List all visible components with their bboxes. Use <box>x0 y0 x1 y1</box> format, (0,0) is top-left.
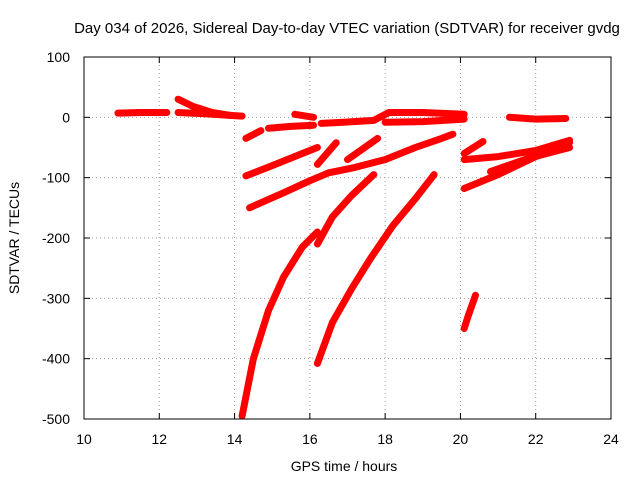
series-track-13 <box>238 228 321 420</box>
series-track-18 <box>460 136 574 164</box>
series-track-11 <box>317 109 468 127</box>
x-tick-label: 22 <box>528 431 544 447</box>
axis-ticks <box>83 56 612 420</box>
y-tick-label: 0 <box>62 109 70 125</box>
x-tick-label: 20 <box>453 431 469 447</box>
y-tick-label: -400 <box>42 351 70 367</box>
x-tick-labels: 10 12 14 16 18 20 22 24 <box>76 431 619 447</box>
y-tick-label: -300 <box>42 290 70 306</box>
series-track-8 <box>246 130 457 212</box>
x-tick-label: 18 <box>377 431 393 447</box>
series-track-10 <box>344 134 382 164</box>
series-track-7 <box>242 144 321 180</box>
x-tick-label: 10 <box>76 431 92 447</box>
data-series <box>114 95 574 420</box>
series-track-17 <box>460 138 487 157</box>
series-track-20 <box>487 144 574 176</box>
x-tick-label: 16 <box>302 431 318 447</box>
x-tick-label: 12 <box>151 431 167 447</box>
y-tick-label: -500 <box>42 411 70 427</box>
series-track-3 <box>174 109 246 120</box>
series-track-14 <box>313 171 378 248</box>
y-tick-labels: -500 -400 -300 -200 -100 0 100 <box>42 49 70 427</box>
series-track-6 <box>291 110 318 121</box>
series-track-5 <box>265 121 318 132</box>
y-tick-label: -100 <box>42 170 70 186</box>
series-track-9 <box>313 139 340 168</box>
x-tick-label: 24 <box>603 431 619 447</box>
series-track-21 <box>505 113 570 123</box>
series-track-12 <box>381 115 468 126</box>
series-track-15 <box>313 171 438 367</box>
series-track-1 <box>114 109 171 117</box>
series-track-16 <box>460 291 479 332</box>
y-tick-label: 100 <box>47 49 71 65</box>
x-tick-label: 14 <box>227 431 243 447</box>
x-axis-title: GPS time / hours <box>291 458 398 474</box>
series-track-4 <box>242 127 265 142</box>
chart-title: Day 034 of 2026, Sidereal Day-to-day VTE… <box>74 20 620 37</box>
y-axis-title: SDTVAR / TECUs <box>6 182 22 294</box>
y-tick-label: -200 <box>42 230 70 246</box>
